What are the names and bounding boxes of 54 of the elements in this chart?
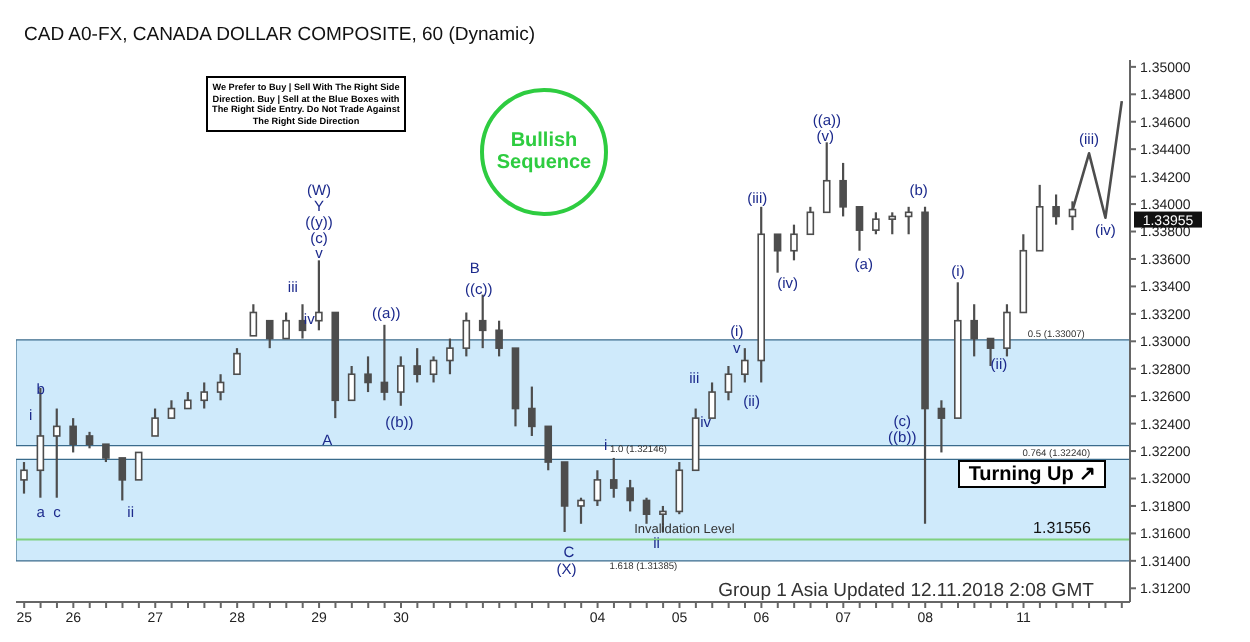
candlestick (577, 496, 585, 525)
candlestick (396, 355, 405, 407)
candlestick (69, 417, 77, 454)
annotation: Group 1 Asia Updated 12.11.2018 2:08 GMT (716, 580, 1096, 602)
annotation: Bullish Sequence (480, 88, 608, 216)
candlestick (495, 319, 503, 358)
candlestick (528, 385, 536, 438)
candlestick (609, 456, 618, 499)
candlestick (626, 478, 634, 513)
candlestick (347, 364, 356, 402)
annotation: 1.31556 (1033, 519, 1093, 538)
candlestick (151, 407, 159, 438)
candlestick (478, 293, 487, 350)
candlestick (675, 460, 684, 516)
candlestick (888, 211, 897, 236)
candlestick (560, 460, 569, 534)
candlestick (986, 337, 995, 368)
candlestick (839, 161, 847, 218)
candlestick (790, 223, 798, 262)
candlestick (1035, 183, 1044, 252)
chart-title: CAD A0-FX, CANADA DOLLAR COMPOSITE, 60 (Dynamic) (24, 24, 536, 46)
candlestick (233, 347, 241, 376)
candlestick (708, 381, 716, 420)
candlestick (265, 319, 274, 350)
candlestick (642, 496, 651, 525)
candlestick (315, 259, 323, 332)
candlestick (937, 399, 946, 454)
candlestick (413, 347, 421, 384)
candlestick (446, 337, 454, 376)
candlestick (872, 211, 880, 236)
candlestick (462, 311, 471, 358)
candlestick (741, 347, 749, 384)
candlestick (773, 233, 782, 274)
candlestick (52, 407, 61, 499)
candlestick (724, 364, 733, 402)
annotation: Turning Up ↗ (958, 460, 1106, 488)
candlestick (36, 386, 45, 499)
candlestick (118, 456, 127, 502)
candlestick (282, 311, 290, 340)
candlestick (364, 355, 372, 394)
candlestick (200, 381, 209, 410)
candlestick (593, 469, 602, 508)
candlestick (249, 303, 258, 337)
candlestick (855, 205, 864, 252)
candlestick (970, 303, 978, 358)
candlestick (806, 205, 815, 236)
candlestick (544, 425, 553, 472)
candlestick (380, 323, 389, 402)
candlestick (1052, 193, 1060, 226)
candlestick (1003, 303, 1011, 358)
candlestick (822, 141, 831, 214)
candlestick (216, 373, 225, 402)
candlestick (134, 451, 143, 481)
candlestick (429, 355, 438, 384)
